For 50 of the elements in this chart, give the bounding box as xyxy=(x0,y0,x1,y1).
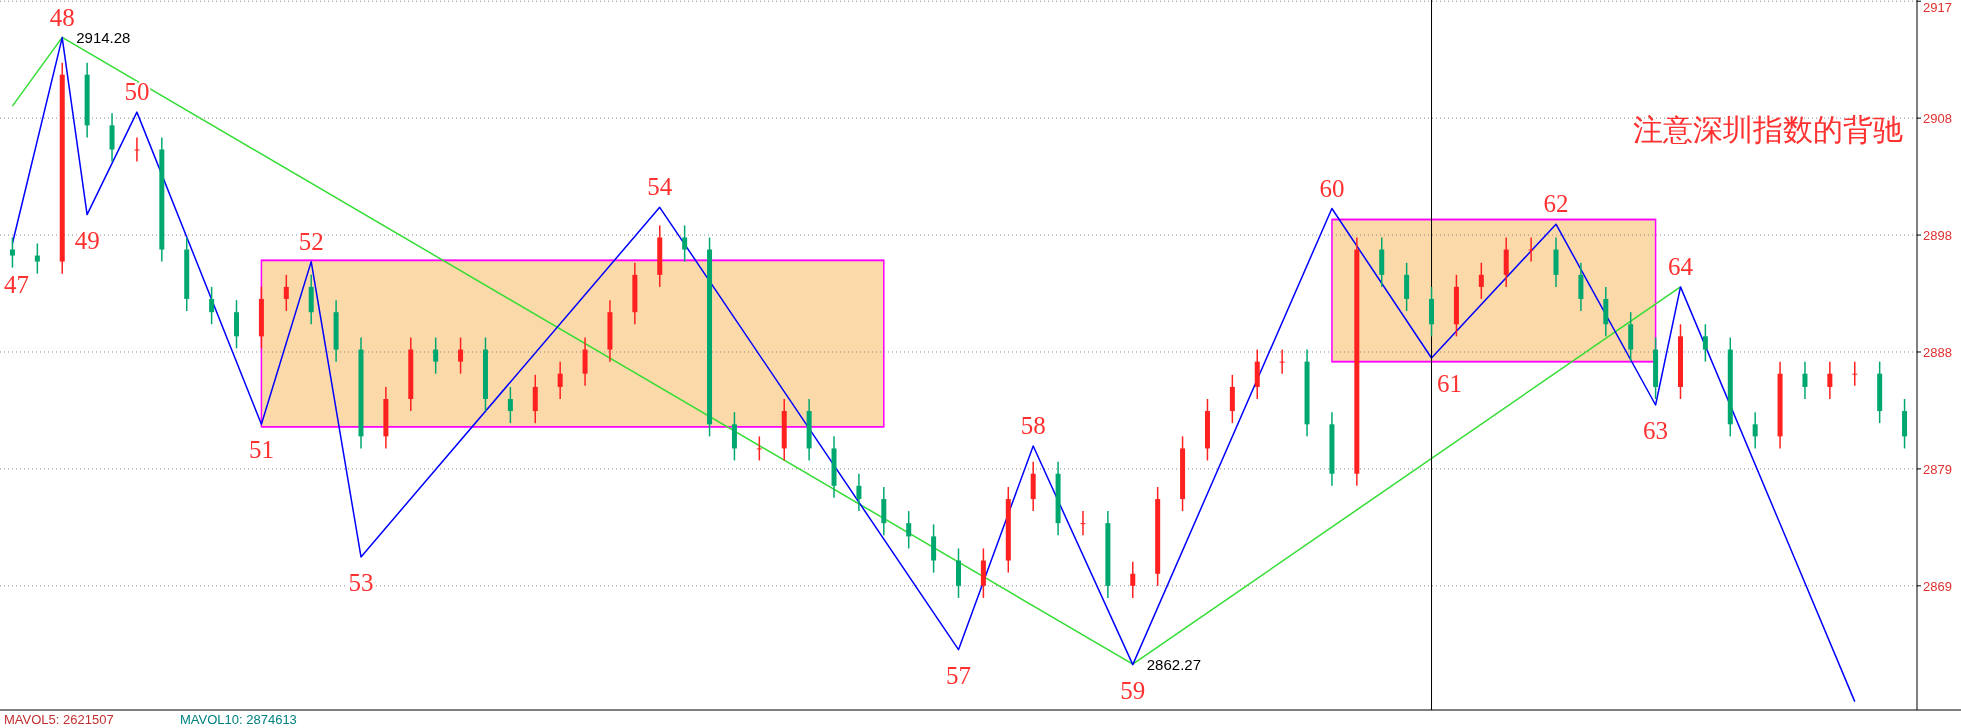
candlestick xyxy=(756,435,762,462)
y-tick-label: 2898 xyxy=(1923,228,1952,244)
candlestick xyxy=(1802,360,1808,400)
annotation: 60 xyxy=(1319,174,1345,202)
candlestick xyxy=(856,472,862,512)
candlestick xyxy=(9,236,15,269)
annotation: 63 xyxy=(1643,417,1669,445)
annotation: 54 xyxy=(647,173,673,201)
candlestick xyxy=(209,286,215,326)
annotation: 58 xyxy=(1020,412,1046,440)
annotation: 53 xyxy=(348,568,374,596)
candlestick xyxy=(557,360,563,400)
candlestick xyxy=(1852,360,1858,387)
data-label: 2862.27 xyxy=(1146,655,1202,673)
candlestick xyxy=(507,386,513,424)
candlestick xyxy=(1130,560,1136,599)
candlestick xyxy=(34,242,40,275)
candlestick xyxy=(682,224,688,263)
annotation: 64 xyxy=(1667,252,1694,280)
candlestick xyxy=(1478,262,1484,300)
annotation: 48 xyxy=(49,3,75,31)
annotation: 50 xyxy=(124,78,150,106)
candlestick xyxy=(1279,348,1285,375)
annotation: 47 xyxy=(3,271,29,299)
annotation: 57 xyxy=(946,661,971,689)
y-tick-label: 2869 xyxy=(1923,578,1952,594)
annotation: 62 xyxy=(1543,190,1569,218)
y-tick-label: 2917 xyxy=(1923,0,1952,15)
candlestick xyxy=(1827,360,1833,400)
annotation: 61 xyxy=(1437,370,1463,398)
candlestick xyxy=(1752,411,1758,450)
text: MAVOL5: 2621507 xyxy=(4,712,114,727)
candlestick xyxy=(283,274,289,312)
text: MAVOL10: 2874613 xyxy=(180,712,297,727)
annotation: 注意深圳指数的背驰 xyxy=(1633,112,1903,147)
annotation: 52 xyxy=(298,227,324,255)
candlestick xyxy=(906,510,912,550)
candlestick xyxy=(134,136,140,163)
annotation: 51 xyxy=(248,436,274,464)
y-tick-label: 2908 xyxy=(1923,111,1952,127)
candlestick xyxy=(458,336,464,375)
candlestick xyxy=(433,336,439,375)
candlestick xyxy=(1080,510,1086,536)
y-tick-label: 2888 xyxy=(1923,344,1952,360)
annotation: 59 xyxy=(1120,676,1146,704)
candlestick xyxy=(1528,236,1534,263)
annotation: 49 xyxy=(74,226,100,254)
candlestick xyxy=(1702,323,1708,363)
data-label: 2914.28 xyxy=(76,28,131,46)
y-tick-label: 2879 xyxy=(1923,461,1952,477)
